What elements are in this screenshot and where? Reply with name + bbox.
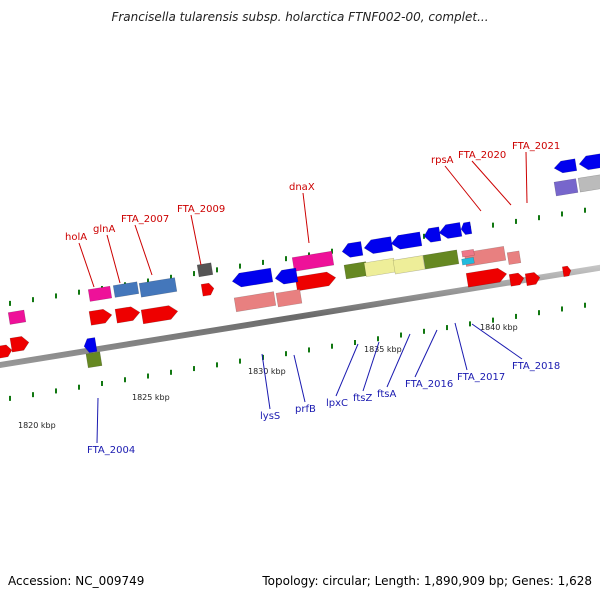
gene-block-steel — [112, 281, 140, 298]
gene-block-lavender — [553, 178, 579, 197]
scale-label: 1820 kbp — [18, 421, 56, 430]
callout-line-bottom — [471, 323, 523, 360]
cds-forward — [465, 268, 508, 288]
gene-label-fta-2009[interactable]: FTA_2009 — [177, 204, 225, 215]
gene-label-fta-2020[interactable]: FTA_2020 — [458, 150, 506, 161]
gene-label-fta-2018[interactable]: FTA_2018 — [512, 361, 560, 372]
gene-block-small — [461, 248, 475, 258]
gene-label-fta-2004[interactable]: FTA_2004 — [87, 445, 135, 456]
gene-block-salmon — [233, 291, 277, 313]
scale-label: 1835 kbp — [364, 345, 402, 354]
cds-reverse — [341, 241, 364, 258]
callout-line-top — [78, 242, 95, 288]
gene-block-grey — [577, 173, 600, 193]
callout-line-bottom — [293, 354, 306, 403]
gene-label-rpsa[interactable]: rpsA — [431, 155, 454, 166]
callout-line-bottom — [386, 333, 411, 388]
callout-line-top — [302, 192, 310, 244]
gene-block-pink — [291, 250, 335, 272]
gene-block-steel — [138, 277, 178, 298]
map-title: Francisella tularensis subsp. holarctica… — [111, 10, 489, 24]
gene-block-blue — [578, 152, 600, 171]
callout-line-top — [106, 234, 121, 284]
callout-line-top — [525, 151, 528, 204]
gene-label-lpxc[interactable]: lpxC — [326, 398, 348, 409]
gene-block-pink — [87, 285, 113, 302]
gene-label-prfb[interactable]: prfB — [295, 404, 316, 415]
callout-line-bottom — [454, 322, 468, 371]
accession-text: Accession: NC_009749 — [8, 574, 145, 588]
callout-line-top — [471, 160, 512, 206]
cds-reverse — [460, 221, 473, 235]
cds-reverse — [390, 231, 423, 250]
cds-reverse — [274, 267, 299, 285]
cds-forward — [508, 272, 525, 287]
callout-line-top — [134, 224, 153, 276]
gene-label-dnax[interactable]: dnaX — [289, 182, 315, 193]
gene-block-olive — [422, 249, 460, 270]
gene-block-khaki — [392, 255, 426, 275]
gene-label-fta-2016[interactable]: FTA_2016 — [405, 379, 453, 390]
gene-block-salmon — [275, 289, 303, 308]
cds-forward — [114, 306, 141, 324]
cds-forward — [294, 271, 337, 292]
cds-forward — [88, 308, 113, 326]
gene-label-hola[interactable]: holA — [65, 232, 87, 243]
cds-forward — [561, 265, 572, 278]
cds-reverse — [83, 337, 98, 353]
gene-block-small — [461, 256, 475, 266]
chromosome-backbone — [0, 264, 600, 368]
gene-block-blue — [553, 158, 578, 174]
scale-label: 1825 kbp — [132, 393, 170, 402]
genome-summary-text: Topology: circular; Length: 1,890,909 bp… — [262, 574, 592, 588]
gene-block-salmon — [506, 250, 522, 265]
gene-label-fta-2017[interactable]: FTA_2017 — [457, 372, 505, 383]
gene-block-pink — [7, 309, 27, 325]
gene-block-khaki — [363, 257, 397, 278]
gene-label-lyss[interactable]: lysS — [260, 411, 280, 422]
gene-label-ftsa[interactable]: ftsA — [377, 389, 396, 400]
cds-forward — [0, 344, 13, 359]
scale-label: 1840 kbp — [480, 323, 518, 332]
cds-forward — [9, 336, 30, 353]
callout-line-top — [190, 214, 202, 266]
cds-forward — [140, 305, 179, 325]
gene-label-glna[interactable]: glnA — [93, 224, 115, 235]
callout-line-bottom — [335, 343, 359, 397]
callout-line-top — [444, 165, 482, 212]
gene-label-fta-2007[interactable]: FTA_2007 — [121, 214, 169, 225]
cds-reverse — [423, 226, 442, 243]
cds-reverse — [231, 267, 274, 288]
cds-forward — [200, 282, 215, 297]
callout-line-bottom — [362, 341, 380, 392]
cds-reverse — [438, 222, 463, 239]
callout-line-bottom — [414, 329, 438, 378]
gene-label-fta-2021[interactable]: FTA_2021 — [512, 141, 560, 152]
gene-label-ftsz[interactable]: ftsZ — [353, 393, 372, 404]
callout-line-bottom — [96, 397, 99, 444]
callout-line-bottom — [261, 353, 271, 410]
cds-forward — [524, 272, 541, 286]
cds-reverse — [363, 236, 394, 254]
scale-label: 1830 kbp — [248, 367, 286, 376]
gene-block-olive — [85, 351, 103, 369]
gene-block-grey — [196, 262, 214, 278]
